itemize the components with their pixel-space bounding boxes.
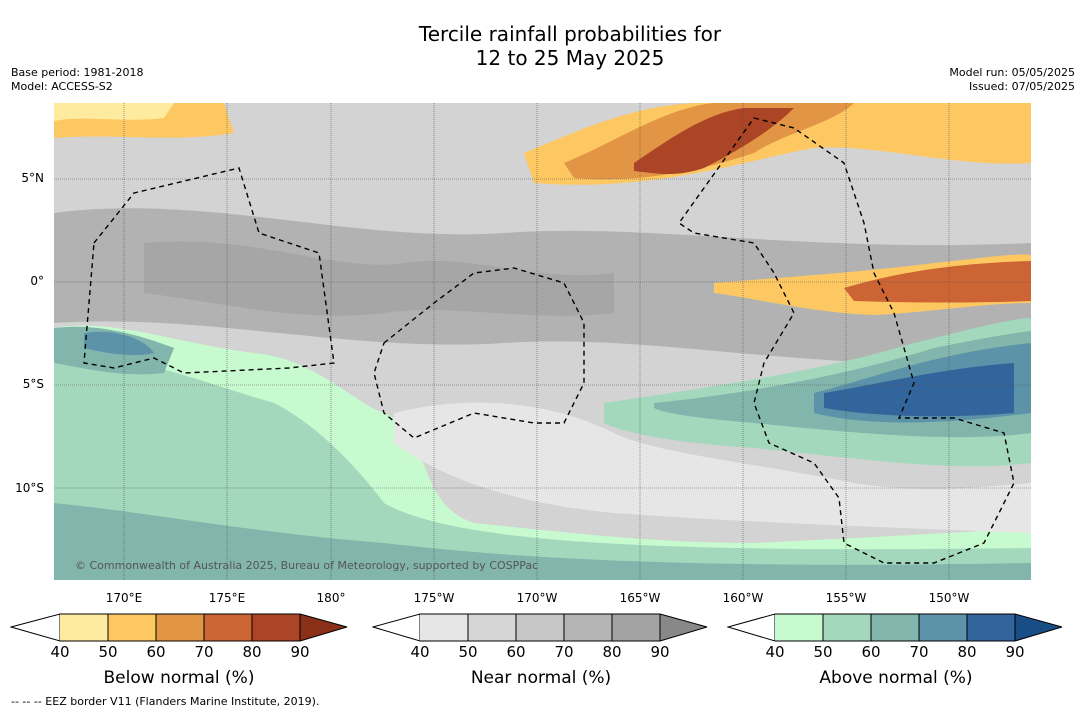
cbar-near-seg-5 [660, 614, 707, 641]
meta-left: Base period: 1981-2018 Model: ACCESS-S2 [11, 66, 143, 94]
probability-map [54, 103, 1031, 580]
eez-footnote: -- -- -- EEZ border V11 (Flanders Marine… [11, 695, 320, 708]
tick: 60 [506, 643, 526, 661]
cbar-above-seg-4 [967, 614, 1015, 641]
above-normal-70-west-region [84, 331, 154, 356]
cbar-near-seg-0 [420, 614, 468, 641]
tick: 90 [650, 643, 670, 661]
tick: 90 [290, 643, 310, 661]
tick: 40 [50, 643, 70, 661]
above-normal-east-80-region [824, 363, 1014, 417]
cbar-above-seg-3 [919, 614, 967, 641]
cbar-near-seg-1 [468, 614, 516, 641]
lon-label-175e: 175°E [208, 591, 246, 605]
model-run: Model run: 05/05/2025 [949, 66, 1075, 79]
lon-label-180: 180° [316, 591, 346, 605]
colorbar-near-normal [372, 613, 708, 642]
tick: 80 [957, 643, 977, 661]
eez-borders [83, 117, 1015, 564]
colorbar-near-title: Near normal (%) [470, 668, 612, 688]
tick: 50 [813, 643, 833, 661]
meta-right: Model run: 05/05/2025 Issued: 07/05/2025 [949, 66, 1075, 94]
tick: 90 [1005, 643, 1025, 661]
cbar-below-seg-3 [204, 614, 252, 641]
cbar-below-seg-4 [252, 614, 300, 641]
lon-label-160w: 160°W [722, 591, 764, 605]
tick: 40 [410, 643, 430, 661]
above-normal-60-south-region [54, 503, 1031, 580]
tick: 70 [554, 643, 574, 661]
lat-label-5n: 5°N [21, 171, 44, 185]
issued-date: Issued: 07/05/2025 [968, 80, 1075, 93]
tick: 80 [242, 643, 262, 661]
cbar-below-seg-5 [300, 614, 347, 641]
model-name: Model: ACCESS-S2 [11, 80, 113, 93]
above-normal-50-region [54, 353, 1031, 580]
map-title: Tercile rainfall probabilities for 12 to… [0, 22, 1085, 70]
lon-label-155w: 155°W [825, 591, 867, 605]
colorbar-above-title: Above normal (%) [819, 668, 973, 688]
base-period: Base period: 1981-2018 [11, 66, 144, 79]
map-canvas [54, 103, 1031, 580]
tick: 60 [146, 643, 166, 661]
below-normal-north-80-region [634, 108, 794, 175]
near-normal-70-region [144, 241, 614, 316]
tick: 80 [602, 643, 622, 661]
tick: 60 [861, 643, 881, 661]
copyright-notice: © Commonwealth of Australia 2025, Bureau… [75, 559, 539, 572]
tick: 50 [98, 643, 118, 661]
tick: 40 [765, 643, 785, 661]
title-line-2: 12 to 25 May 2025 [475, 46, 665, 70]
near-normal-40-south-region [394, 402, 1031, 533]
colorbar-below-title: Below normal (%) [103, 668, 255, 688]
lat-label-5s: 5°S [22, 377, 44, 391]
cbar-above-seg-1 [823, 614, 871, 641]
cbar-below-seg-0 [60, 614, 108, 641]
lat-label-10s: 10°S [15, 481, 44, 495]
cbar-near-seg-4 [612, 614, 660, 641]
lon-label-175w: 175°W [413, 591, 455, 605]
title-line-1: Tercile rainfall probabilities for [418, 22, 722, 46]
cbar-above-seg-2 [871, 614, 919, 641]
lat-label-0: 0° [30, 274, 44, 288]
tick: 50 [458, 643, 478, 661]
cbar-near-seg-2 [516, 614, 564, 641]
colorbar-above-normal [727, 613, 1063, 642]
cbar-below-seg-1 [108, 614, 156, 641]
cbar-near-seg-3 [564, 614, 612, 641]
tick: 70 [909, 643, 929, 661]
lon-label-170w: 170°W [516, 591, 558, 605]
cbar-above-seg-0 [775, 614, 823, 641]
cbar-above-seg-5 [1015, 614, 1062, 641]
lon-label-165w: 165°W [619, 591, 661, 605]
colorbar-below-normal [10, 613, 348, 642]
lon-label-150w: 150°W [928, 591, 970, 605]
tick: 70 [194, 643, 214, 661]
graticule [54, 103, 1031, 580]
below-normal-nw-light-region [54, 103, 174, 121]
lon-label-170e: 170°E [105, 591, 143, 605]
cbar-below-seg-2 [156, 614, 204, 641]
below-normal-equator-70-region [844, 261, 1031, 303]
